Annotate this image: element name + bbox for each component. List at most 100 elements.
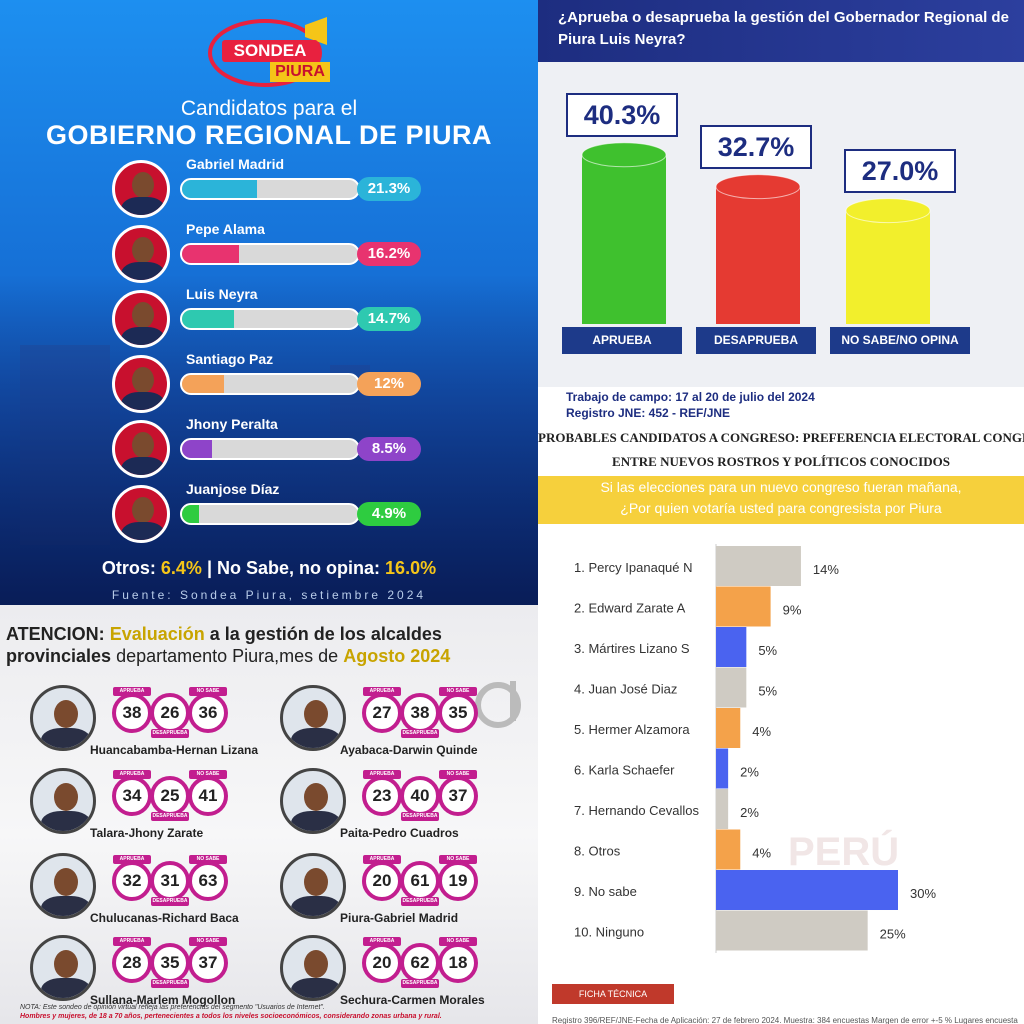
- mayor-photo: [280, 853, 346, 919]
- congress-bar: [716, 829, 741, 870]
- congress-category-label: 4. Juan José Diaz: [574, 682, 677, 697]
- photo-head: [132, 237, 154, 263]
- candidate-photo: [112, 485, 170, 543]
- evaluation-ring: 27: [362, 693, 402, 733]
- panel-mayor-evaluation: ATENCION: Evaluación a la gestión de los…: [0, 605, 538, 1024]
- others-label: Otros:: [101, 558, 156, 578]
- evaluation-tag: DESAPRUEBA: [401, 729, 439, 738]
- candidate-percent: 16.2%: [357, 242, 421, 266]
- evaluation-ring: 35: [150, 943, 190, 983]
- evaluation-tag: NO SABE: [439, 855, 477, 864]
- congress-value-label: 4%: [752, 724, 771, 739]
- evaluation-ring: 20: [362, 861, 402, 901]
- mayor-name: Talara-Jhony Zarate: [90, 826, 204, 840]
- congress-bar-chart: 1. Percy Ipanaqué N 14% 2. Edward Zarate A…: [574, 544, 936, 953]
- congress-bar: [716, 789, 729, 829]
- title-mid: a la: [209, 624, 240, 644]
- photo-body: [121, 262, 165, 280]
- congress-bar: [716, 748, 729, 789]
- mayor-card: 32 APRUEBA 31 DESAPRUEBA 63 NO SABE Chulucanas…: [30, 853, 280, 933]
- approval-bar: [582, 154, 666, 324]
- photo-head: [54, 950, 78, 978]
- mayor-name: Piura-Gabriel Madrid: [340, 911, 459, 925]
- photo-head: [132, 172, 154, 198]
- congress-value-label: 4%: [752, 846, 771, 861]
- candidate-bar-track: [180, 243, 360, 265]
- congress-category-label: 3. Mártires Lizano S: [574, 641, 690, 656]
- footer-band: [538, 387, 1024, 420]
- candidate-name: Juanjose Díaz: [186, 481, 280, 497]
- photo-body: [291, 978, 341, 998]
- candidate-row: Luis Neyra 14.7%: [112, 286, 432, 350]
- congress-value-label: 30%: [910, 886, 936, 901]
- evaluation-tag: APRUEBA: [363, 937, 401, 946]
- mayor-photo: [30, 685, 96, 751]
- congress-bar: [716, 546, 801, 586]
- evaluation-ring: 36: [188, 693, 228, 733]
- candidate-photo: [112, 225, 170, 283]
- evaluation-ring: 38: [400, 693, 440, 733]
- approval-bar-top: [581, 142, 667, 168]
- approval-bar-top: [845, 198, 931, 224]
- congress-category-label: 5. Hermer Alzamora: [574, 722, 690, 737]
- candidate-percent: 12%: [357, 372, 421, 396]
- mayor-name: Sullana-Marlem Mogollon: [90, 993, 236, 1007]
- candidate-bar-fill: [182, 245, 240, 263]
- evaluation-ring: 40: [400, 776, 440, 816]
- candidate-bar-fill: [182, 310, 234, 328]
- mayor-photo: [30, 853, 96, 919]
- mayor-name: Paita-Pedro Cuadros: [340, 826, 459, 840]
- title-highlight-1: Evaluación: [109, 624, 205, 644]
- candidate-name: Jhony Peralta: [186, 416, 278, 432]
- mayor-card: 23 APRUEBA 40 DESAPRUEBA 37 NO SABE Paita-Pedr…: [280, 768, 530, 848]
- photo-body: [41, 978, 91, 998]
- congress-category-label: 6. Karla Schaefer: [574, 763, 675, 778]
- evaluation-tag: APRUEBA: [113, 687, 151, 696]
- evaluation-tag: DESAPRUEBA: [401, 897, 439, 906]
- congress-bar: [716, 586, 771, 627]
- mayor-name: Sechura-Carmen Morales: [340, 993, 485, 1007]
- candidate-percent: 4.9%: [357, 502, 421, 526]
- candidate-percent: 8.5%: [357, 437, 421, 461]
- photo-head: [54, 783, 78, 811]
- data-piura-logo-icon: [475, 681, 521, 728]
- evaluation-ring: 35: [438, 693, 478, 733]
- evaluation-ring: 26: [150, 693, 190, 733]
- approval-bar: [846, 210, 930, 324]
- evaluation-tag: NO SABE: [189, 687, 227, 696]
- evaluation-tag: NO SABE: [439, 937, 477, 946]
- panel-congress-preference: PROBABLES CANDIDATOS A CONGRESO: PREFERE…: [538, 420, 1024, 1024]
- congress-bar: [716, 910, 868, 951]
- candidate-name: Luis Neyra: [186, 286, 258, 302]
- candidate-bar-track: [180, 178, 360, 200]
- candidate-row: Juanjose Díaz 4.9%: [112, 481, 432, 545]
- candidate-name: Gabriel Madrid: [186, 156, 285, 172]
- ficha-tecnica-button[interactable]: FICHA TÉCNICA: [552, 984, 674, 1004]
- title-line2-b: departamento Piura,mes de: [116, 646, 339, 666]
- candidate-bar-track: [180, 503, 360, 525]
- mayor-name: Ayabaca-Darwin Quinde: [340, 743, 478, 757]
- evaluation-tag: APRUEBA: [363, 687, 401, 696]
- candidate-photo: [112, 160, 170, 218]
- evaluation-tag: DESAPRUEBA: [151, 897, 189, 906]
- evaluation-tag: APRUEBA: [113, 855, 151, 864]
- candidate-photo: [112, 420, 170, 478]
- question-header: [538, 0, 1024, 62]
- candidate-percent: 21.3%: [357, 177, 421, 201]
- congress-heading-line1: PROBABLES CANDIDATOS A CONGRESO: PREFERE…: [538, 430, 1024, 445]
- panel-regional-candidates: SONDEA PIURA Candidatos para el GOBIERNO…: [0, 0, 538, 605]
- evaluation-tag: NO SABE: [439, 687, 477, 696]
- photo-head: [132, 367, 154, 393]
- others-value: 6.4%: [160, 558, 202, 578]
- congress-heading-line2: ENTRE NUEVOS ROSTROS Y POLÍTICOS CONOCID…: [612, 454, 950, 469]
- photo-body: [121, 197, 165, 215]
- others-summary: Otros: 6.4% | No Sabe, no opina: 16.0%: [0, 558, 538, 579]
- congress-category-label: 9. No sabe: [574, 884, 637, 899]
- candidate-row: Pepe Alama 16.2%: [112, 221, 432, 285]
- photo-body: [121, 522, 165, 540]
- question-band: [538, 476, 1024, 524]
- mayor-card: 28 APRUEBA 35 DESAPRUEBA 37 NO SABE Sullana-Ma…: [30, 935, 280, 1015]
- congress-category-label: 10. Ninguno: [574, 925, 644, 940]
- congress-value-label: 14%: [813, 562, 839, 577]
- evaluation-tag: APRUEBA: [363, 770, 401, 779]
